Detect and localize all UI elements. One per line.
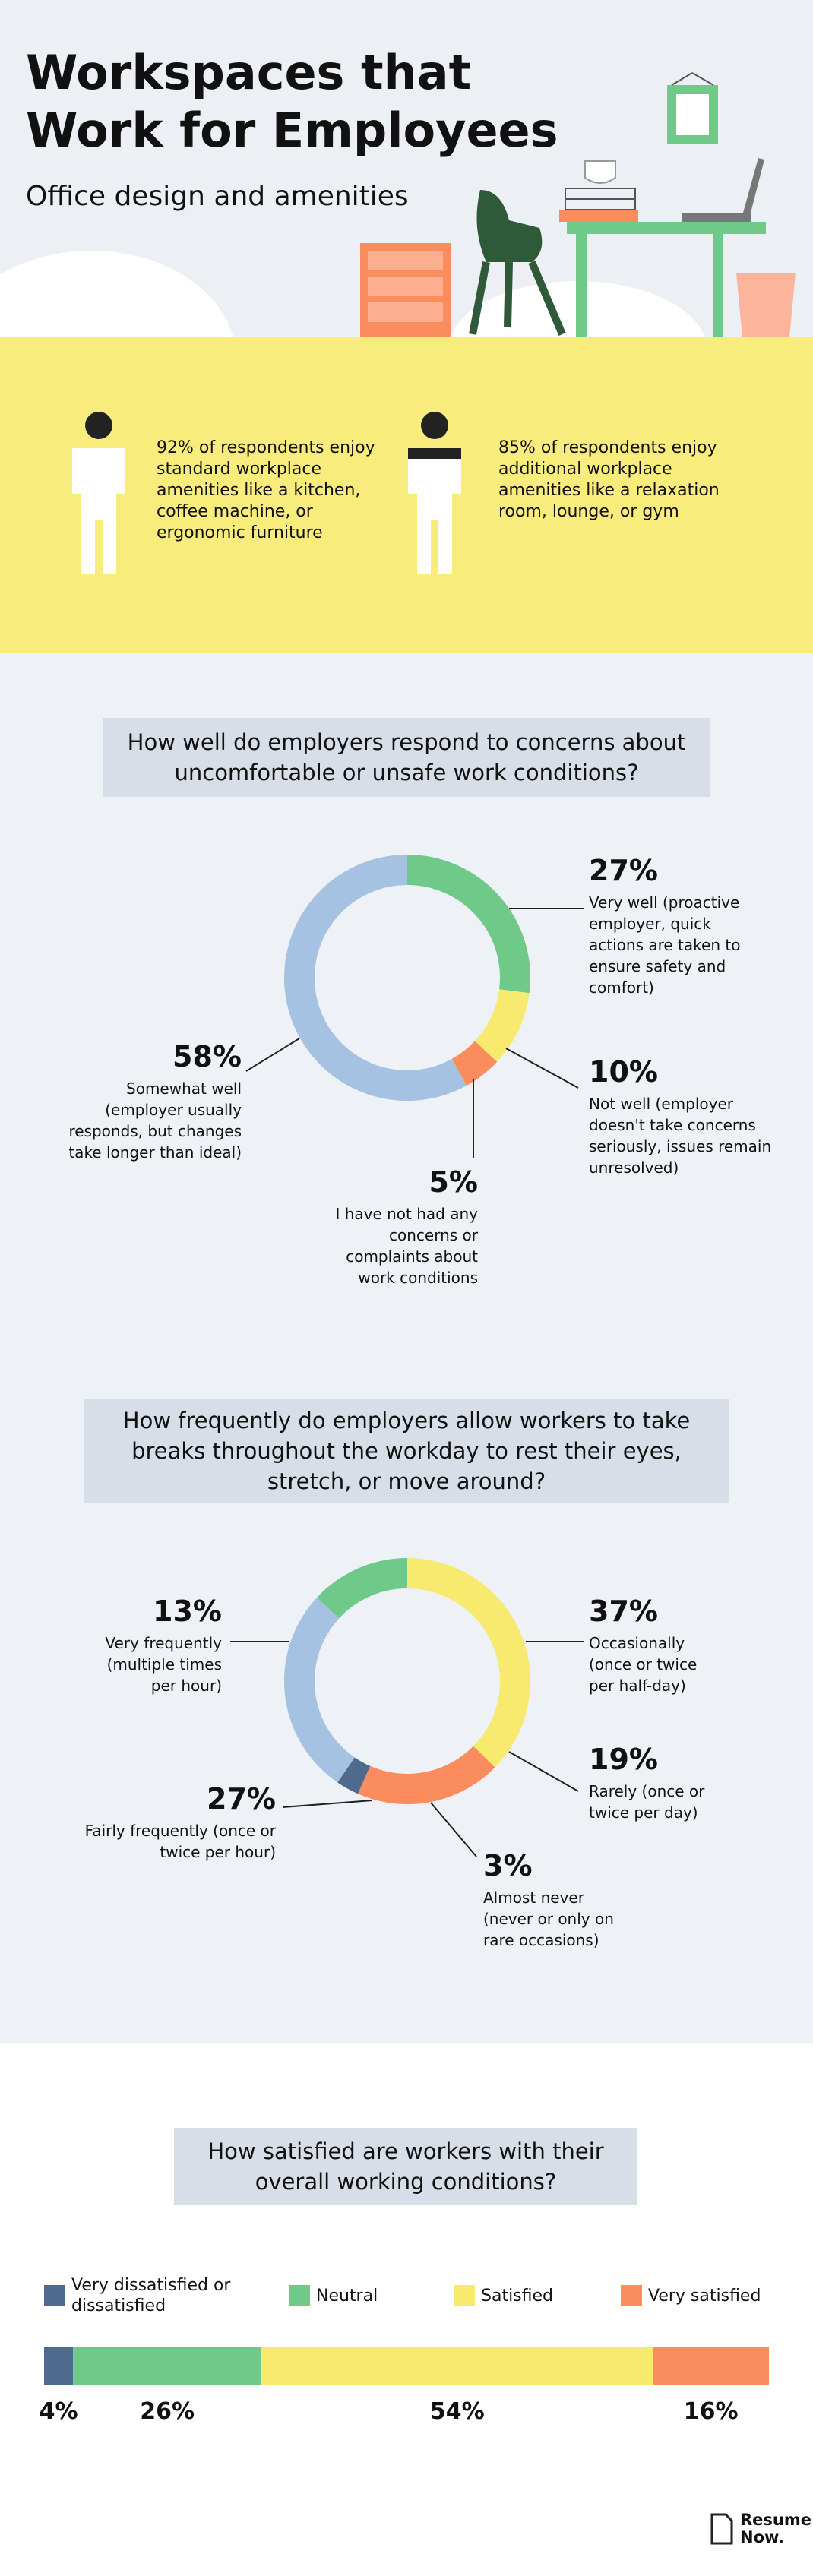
drawer — [368, 277, 443, 296]
book — [565, 198, 636, 210]
stat-text: 92% of respondents enjoy standard workpl… — [157, 438, 375, 542]
category-label: I have not had any concerns or complaint… — [335, 1205, 478, 1287]
donut-segment — [474, 988, 530, 1062]
value-label: 27% — [207, 1782, 276, 1816]
category-label: Not well (employer doesn't take concerns… — [589, 1095, 772, 1177]
leader-line — [505, 1048, 579, 1089]
title: Workspaces that Work for Employees — [26, 45, 558, 158]
donut-segment — [317, 1558, 408, 1619]
laptop-screen — [743, 158, 764, 213]
person-icon — [408, 412, 461, 574]
legend-label: Satisfied — [481, 2287, 554, 2306]
value-label: 54% — [429, 2398, 485, 2425]
question-title: How satisfied are workers with their ove… — [174, 2128, 637, 2205]
donut-segment — [406, 855, 530, 994]
drawer — [368, 302, 443, 322]
bar-segment — [44, 2347, 74, 2385]
value-label: 26% — [140, 2398, 195, 2425]
logo-text: Resume Now. — [740, 2511, 811, 2546]
donut-segment — [284, 1598, 356, 1783]
legend-label: Very dissatisfied or dissatisfied — [71, 2276, 231, 2315]
subtitle: Office design and amenities — [26, 181, 409, 212]
value-label: 58% — [172, 1040, 242, 1073]
value-label: 10% — [589, 1055, 658, 1089]
leader-line — [508, 1751, 579, 1792]
laptop — [682, 213, 751, 222]
desk-leg — [576, 234, 587, 337]
donut-segment — [358, 1746, 495, 1804]
chair — [476, 190, 543, 262]
category-label: Occasionally (once or twice per half-day… — [589, 1634, 698, 1695]
cup — [584, 160, 616, 184]
legend-swatch — [44, 2285, 65, 2306]
leader-line — [245, 1038, 300, 1072]
donut-segment — [406, 1558, 530, 1768]
category-label: Very well (proactive employer, quick act… — [589, 893, 741, 997]
bar-segment — [653, 2347, 769, 2385]
donut-segment — [337, 1757, 371, 1794]
chair-legs — [469, 261, 566, 336]
category-label: Somewhat well (employer usually responds… — [68, 1079, 242, 1162]
question-title: How well do employers respond to concern… — [103, 718, 710, 797]
leader-line — [430, 1802, 477, 1857]
book — [559, 210, 638, 222]
legend-label: Neutral — [316, 2287, 378, 2306]
value-label: 13% — [153, 1595, 222, 1628]
leader-line — [282, 1800, 373, 1808]
value-label: 37% — [589, 1595, 658, 1628]
category-label: Fairly frequently (once or twice per hou… — [84, 1822, 276, 1861]
logo: Resume Now. — [710, 2511, 811, 2546]
bar-segment — [73, 2347, 262, 2385]
desk — [567, 222, 766, 234]
donut-segment — [451, 1041, 498, 1086]
legend-label: Very satisfied — [648, 2287, 761, 2306]
book — [565, 188, 636, 200]
logo-icon — [710, 2513, 733, 2545]
person-icon — [72, 412, 125, 574]
value-label: 4% — [39, 2398, 78, 2425]
question-title: How frequently do employers allow worker… — [84, 1399, 729, 1503]
desk-leg — [713, 234, 723, 337]
trash-can — [736, 273, 796, 337]
category-label: Rarely (once or twice per day) — [589, 1782, 705, 1822]
hanger — [671, 72, 714, 86]
value-label: 3% — [483, 1849, 533, 1882]
legend-swatch — [289, 2285, 310, 2306]
value-label: 16% — [683, 2398, 739, 2425]
category-label: Almost never (never or only on rare occa… — [483, 1889, 614, 1949]
value-label: 27% — [589, 854, 658, 887]
drawer — [368, 251, 443, 270]
value-label: 19% — [589, 1743, 658, 1776]
legend-swatch — [621, 2285, 642, 2306]
stats-band — [0, 337, 813, 653]
bar-segment — [261, 2347, 653, 2385]
legend-swatch — [454, 2285, 475, 2306]
value-label: 5% — [429, 1165, 478, 1199]
stat-text: 85% of respondents enjoy additional work… — [498, 438, 720, 521]
picture — [676, 94, 709, 135]
category-label: Very frequently (multiple times per hour… — [105, 1634, 222, 1695]
donut-segment — [284, 855, 467, 1101]
